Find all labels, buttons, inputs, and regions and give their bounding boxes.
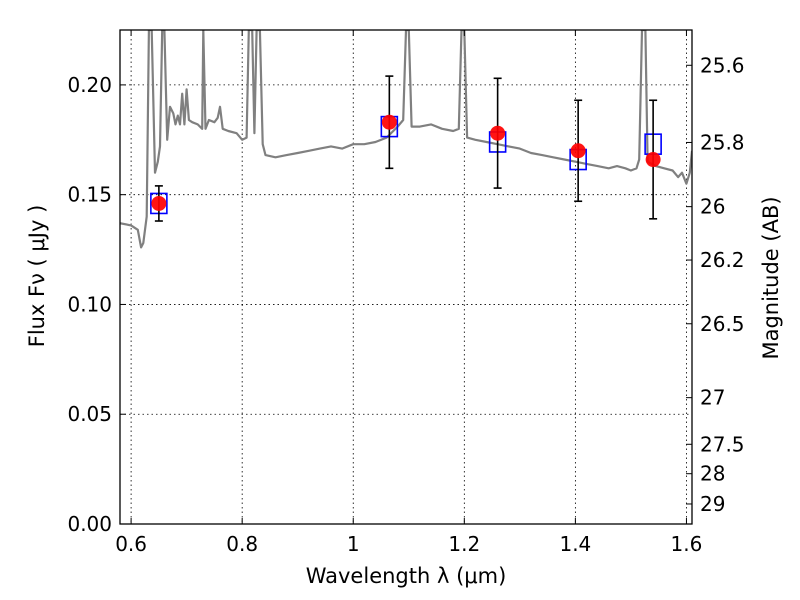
observed-data-point — [381, 114, 397, 130]
x-tick-label: 1.2 — [448, 532, 480, 556]
y2-tick-label: 26.2 — [700, 248, 745, 272]
y-tick-label: 0.10 — [67, 292, 112, 316]
y-tick-label: 0.00 — [67, 512, 112, 536]
y2-tick-label: 29 — [700, 492, 725, 516]
y2-tick-label: 26.5 — [700, 312, 745, 336]
observed-data-point — [570, 143, 586, 159]
axis-ticks: 0.6 0.8 1 1.2 1.4 1.6 0.00 0.05 0.10 0.15 0.20 25.6… — [67, 30, 745, 556]
y2-tick-label: 25.6 — [700, 53, 745, 77]
y2-tick-label: 27.5 — [700, 432, 745, 456]
y2-tick-label: 26 — [700, 195, 725, 219]
model-spectrum-line — [120, 30, 692, 249]
x-tick-label: 0.8 — [226, 532, 258, 556]
y2-tick-label: 25.8 — [700, 130, 745, 154]
photometry-layer — [150, 75, 662, 222]
x-axis-label: Wavelength λ (μm) — [306, 564, 507, 588]
y2-tick-label: 27 — [700, 386, 725, 410]
plot-frame — [119, 29, 693, 525]
y-tick-label: 0.05 — [67, 402, 112, 426]
observed-data-point — [490, 125, 506, 141]
x-tick-label: 1 — [347, 532, 360, 556]
y-tick-label: 0.15 — [67, 183, 112, 207]
observed-data-point — [151, 195, 167, 211]
x-tick-label: 1.4 — [559, 532, 591, 556]
x-tick-label: 1.6 — [671, 532, 703, 556]
model-spectrum-layer — [120, 30, 692, 249]
y-tick-label: 0.20 — [67, 73, 112, 97]
y2-tick-label: 28 — [700, 462, 725, 486]
y2-axis-label: Magnitude (AB) — [759, 196, 783, 359]
x-tick-label: 0.6 — [115, 532, 147, 556]
y-axis-label: Flux Fν ( μJy ) — [25, 205, 49, 348]
observed-data-point — [645, 152, 661, 168]
